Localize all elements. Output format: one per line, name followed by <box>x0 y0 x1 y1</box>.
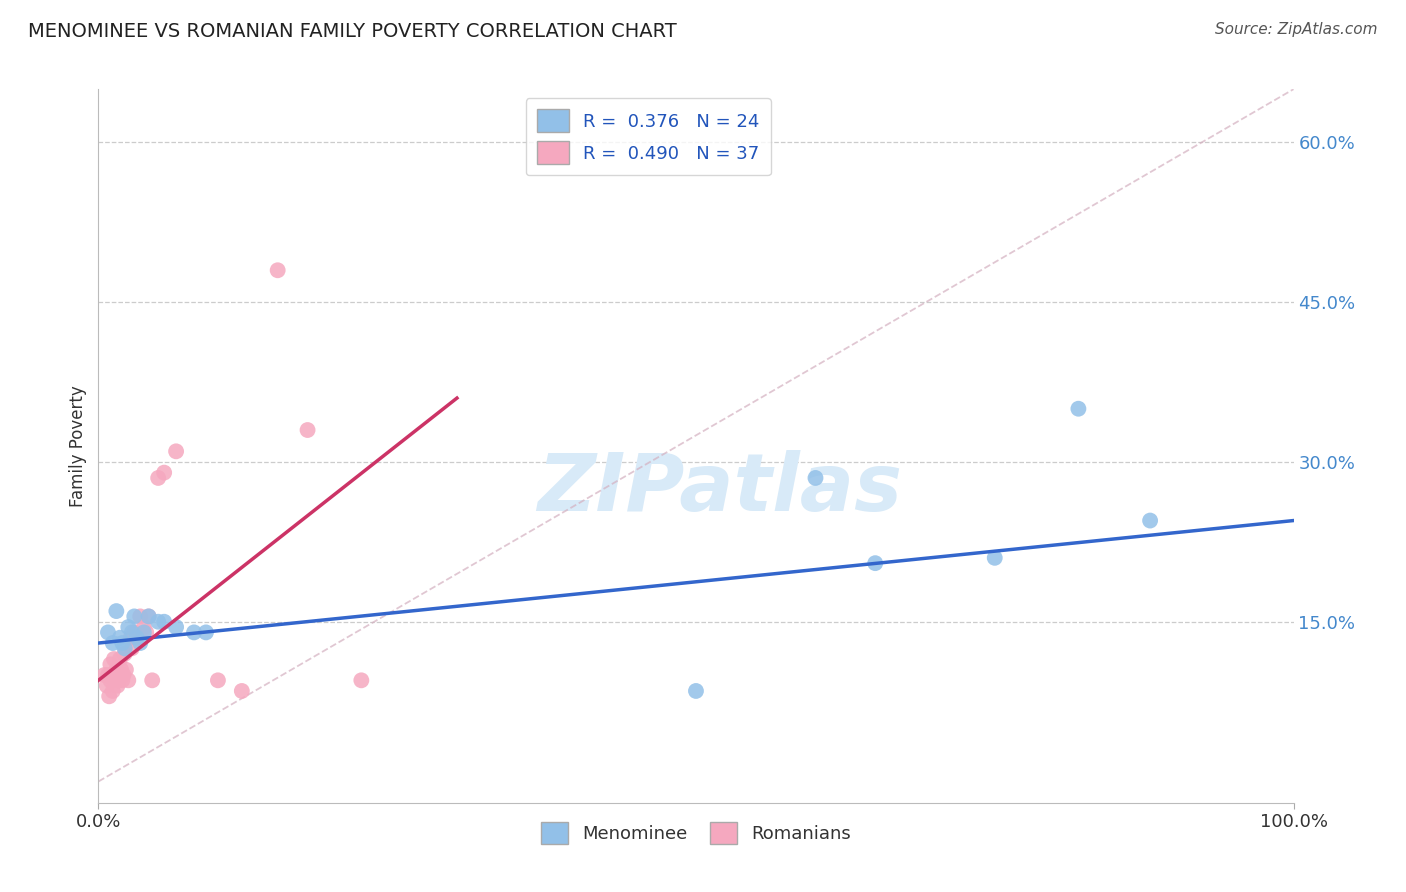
Point <box>153 615 176 629</box>
Y-axis label: Family Poverty: Family Poverty <box>69 385 87 507</box>
Point <box>148 471 170 485</box>
Point <box>132 620 155 634</box>
Point <box>120 631 142 645</box>
Point <box>97 668 120 682</box>
Point <box>865 556 887 570</box>
Text: Source: ZipAtlas.com: Source: ZipAtlas.com <box>1215 22 1378 37</box>
Point <box>141 673 163 688</box>
Point <box>117 620 139 634</box>
Point <box>135 625 157 640</box>
Point <box>183 625 205 640</box>
Point <box>110 663 132 677</box>
Legend: Menominee, Romanians: Menominee, Romanians <box>534 814 858 851</box>
Point <box>125 631 148 645</box>
Point <box>105 663 128 677</box>
Point <box>153 466 176 480</box>
Point <box>138 609 160 624</box>
Point <box>267 263 290 277</box>
Point <box>350 673 373 688</box>
Point <box>101 684 124 698</box>
Point <box>115 663 138 677</box>
Point <box>984 550 1007 565</box>
Point <box>93 668 115 682</box>
Point <box>111 673 134 688</box>
Point <box>108 652 131 666</box>
Point <box>105 604 128 618</box>
Text: MENOMINEE VS ROMANIAN FAMILY POVERTY CORRELATION CHART: MENOMINEE VS ROMANIAN FAMILY POVERTY COR… <box>28 22 676 41</box>
Point <box>121 641 143 656</box>
Text: ZIPatlas: ZIPatlas <box>537 450 903 528</box>
Point <box>1139 514 1161 528</box>
Point <box>100 668 122 682</box>
Point <box>165 620 187 634</box>
Point <box>297 423 319 437</box>
Point <box>138 609 160 624</box>
Point <box>101 636 124 650</box>
Point <box>165 444 187 458</box>
Point <box>124 609 146 624</box>
Point <box>132 625 155 640</box>
Point <box>107 673 129 688</box>
Point <box>117 673 139 688</box>
Point <box>207 673 229 688</box>
Point <box>108 631 131 645</box>
Point <box>103 673 125 688</box>
Point <box>121 625 143 640</box>
Point <box>114 647 136 661</box>
Point <box>112 668 135 682</box>
Point <box>107 679 129 693</box>
Point <box>96 679 118 693</box>
Point <box>114 641 136 656</box>
Point <box>804 471 827 485</box>
Point <box>1067 401 1090 416</box>
Point <box>195 625 218 640</box>
Point <box>685 684 707 698</box>
Point <box>98 673 122 688</box>
Point <box>103 652 125 666</box>
Point <box>125 631 148 645</box>
Point <box>129 609 152 624</box>
Point <box>98 657 122 672</box>
Point <box>98 690 121 704</box>
Point <box>129 636 152 650</box>
Point <box>97 625 120 640</box>
Point <box>111 636 134 650</box>
Point <box>124 625 146 640</box>
Point <box>148 615 170 629</box>
Point <box>231 684 253 698</box>
